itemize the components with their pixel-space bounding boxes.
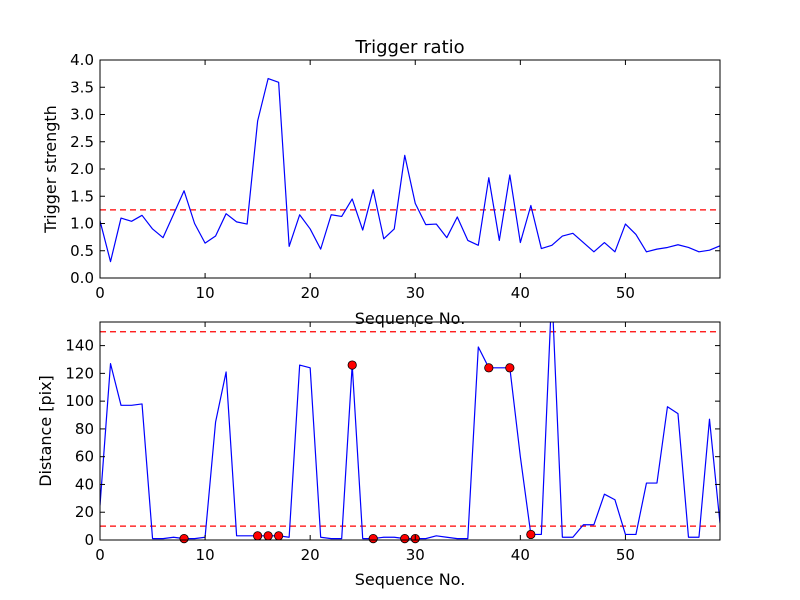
y-tick-label: 120 bbox=[65, 364, 94, 382]
axes-frame bbox=[99, 321, 721, 541]
axis-ticks: 0 10 20 30 40 50 0.0 0.5 1.0 1.5 2.0 2.5 3.0 3.5 4.0 bbox=[70, 51, 720, 302]
x-tick-label: 20 bbox=[301, 546, 320, 564]
data-point-marker bbox=[484, 363, 494, 373]
axis-ticks: 0 10 20 30 40 50 0 20 40 60 80 100 120 140 bbox=[65, 322, 720, 564]
x-tick-label: 0 bbox=[95, 546, 105, 564]
x-tick-label: 30 bbox=[406, 284, 425, 302]
y-tick-label: 80 bbox=[75, 420, 94, 438]
plot-area bbox=[100, 77, 720, 263]
y-tick-label: 140 bbox=[65, 337, 94, 355]
y-tick-label: 3.5 bbox=[70, 78, 94, 96]
series-line bbox=[100, 77, 720, 263]
x-tick-label: 50 bbox=[616, 284, 635, 302]
series-line bbox=[100, 322, 720, 540]
chart-title: Trigger ratio bbox=[354, 37, 464, 58]
x-axis-label: Sequence No. bbox=[355, 309, 466, 328]
x-tick-label: 30 bbox=[406, 546, 425, 564]
trigger-ratio-chart: Trigger ratio 0 10 20 30 40 50 0.0 0.5 1.0 1.5 2.0… bbox=[41, 37, 721, 328]
axes-frame bbox=[99, 59, 721, 279]
x-tick-label: 10 bbox=[196, 284, 215, 302]
y-tick-label: 1.5 bbox=[70, 187, 94, 205]
x-tick-label: 0 bbox=[95, 284, 105, 302]
y-tick-label: 0 bbox=[84, 531, 94, 549]
y-axis-label: Trigger strength bbox=[41, 105, 60, 234]
distance-chart: 0 10 20 30 40 50 0 20 40 60 80 100 120 140 Sequence N… bbox=[36, 321, 721, 589]
data-point-marker bbox=[253, 531, 263, 541]
y-tick-label: 1.0 bbox=[70, 215, 94, 233]
data-point-marker bbox=[505, 363, 515, 373]
data-point-marker bbox=[263, 531, 273, 541]
data-point-marker bbox=[400, 534, 410, 544]
plot-clip bbox=[100, 322, 720, 540]
plot-clip bbox=[100, 77, 720, 263]
y-tick-label: 3.0 bbox=[70, 106, 94, 124]
y-tick-label: 0.5 bbox=[70, 242, 94, 260]
data-point-marker bbox=[368, 534, 378, 544]
x-tick-label: 10 bbox=[196, 546, 215, 564]
y-tick-label: 4.0 bbox=[70, 51, 94, 69]
y-tick-label: 60 bbox=[75, 448, 94, 466]
y-tick-label: 2.0 bbox=[70, 160, 94, 178]
x-tick-label: 40 bbox=[511, 284, 530, 302]
data-point-marker bbox=[347, 360, 357, 370]
y-axis-label: Distance [pix] bbox=[36, 375, 55, 487]
y-tick-label: 0.0 bbox=[70, 269, 94, 287]
y-tick-label: 2.5 bbox=[70, 133, 94, 151]
data-point-marker bbox=[179, 534, 189, 544]
y-tick-label: 100 bbox=[65, 392, 94, 410]
x-tick-label: 50 bbox=[616, 546, 635, 564]
data-point-marker bbox=[526, 529, 536, 540]
x-tick-label: 20 bbox=[301, 284, 320, 302]
y-tick-label: 40 bbox=[75, 475, 94, 493]
data-point-marker bbox=[274, 531, 284, 541]
x-axis-label: Sequence No. bbox=[355, 570, 466, 589]
x-tick-label: 40 bbox=[511, 546, 530, 564]
y-tick-label: 20 bbox=[75, 503, 94, 521]
